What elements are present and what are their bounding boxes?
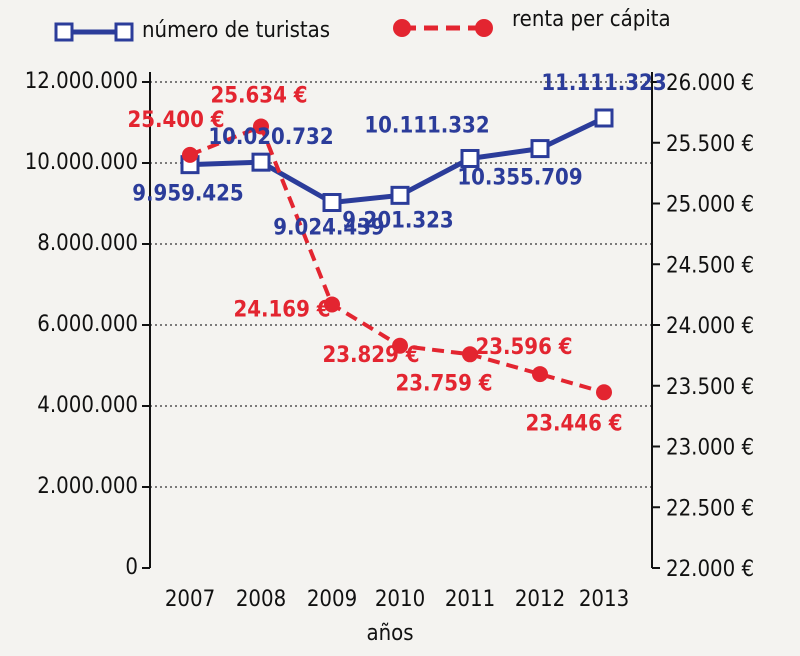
renta-data-label: 23.829 € bbox=[322, 343, 419, 368]
renta-marker bbox=[596, 384, 612, 401]
left-tick-label: 6.000.000 bbox=[37, 312, 138, 337]
axes bbox=[149, 72, 653, 568]
x-tick-label: 2008 bbox=[236, 587, 286, 612]
right-tick-label: 22.000 € bbox=[666, 557, 754, 582]
data-labels-turistas: 9.959.42510.020.7329.024.4399.201.32310.… bbox=[132, 71, 666, 241]
right-tick-label: 22.500 € bbox=[666, 496, 754, 521]
turistas-data-label: 9.959.425 bbox=[132, 182, 243, 207]
x-axis-ticks: 2007 2008 2009 2010 2011 2012 2013 bbox=[165, 587, 629, 612]
renta-marker bbox=[182, 146, 198, 163]
turistas-marker bbox=[594, 108, 614, 128]
legend-renta-marker bbox=[475, 19, 493, 37]
turistas-data-label: 10.020.732 bbox=[208, 125, 333, 150]
x-tick-label: 2011 bbox=[445, 587, 495, 612]
turistas-marker bbox=[251, 152, 271, 172]
renta-data-label: 25.400 € bbox=[127, 108, 224, 133]
gridlines bbox=[150, 81, 652, 488]
series-numero-de-turistas bbox=[180, 108, 614, 213]
left-tick-label: 0 bbox=[125, 555, 138, 580]
x-tick-label: 2007 bbox=[165, 587, 215, 612]
renta-marker bbox=[324, 296, 340, 313]
left-tick-label: 4.000.000 bbox=[37, 393, 138, 418]
right-tick-label: 25.000 € bbox=[666, 193, 754, 218]
data-labels-renta: 25.400 €25.634 € 24.169 € 23.829 € 23.759 €… bbox=[127, 83, 622, 436]
renta-data-label: 25.634 € bbox=[210, 83, 307, 108]
turistas-data-label: 9.201.323 bbox=[342, 208, 453, 233]
turistas-marker bbox=[530, 139, 550, 159]
x-tick-label: 2012 bbox=[515, 587, 565, 612]
right-tick-label: 23.000 € bbox=[666, 436, 754, 461]
left-tick-label: 8.000.000 bbox=[37, 231, 138, 256]
renta-marker bbox=[532, 366, 548, 383]
left-axis-ticks: 0 2.000.000 4.000.000 6.000.000 8.000.000 10.… bbox=[25, 69, 150, 580]
renta-data-label: 23.446 € bbox=[525, 411, 622, 436]
renta-marker bbox=[462, 346, 478, 363]
left-tick-label: 10.000.000 bbox=[25, 150, 138, 175]
renta-data-label: 23.759 € bbox=[395, 371, 492, 396]
right-tick-label: 26.000 € bbox=[666, 71, 754, 96]
x-axis-title: años bbox=[366, 621, 413, 646]
turistas-marker bbox=[390, 185, 410, 205]
legend-renta-label: renta per cápita bbox=[512, 7, 671, 32]
turistas-data-label: 9.024.439 bbox=[273, 216, 384, 241]
right-tick-label: 23.500 € bbox=[666, 375, 754, 400]
legend: número de turistas renta per cápita bbox=[54, 7, 671, 43]
turistas-data-label: 10.111.332 bbox=[364, 113, 489, 138]
x-tick-label: 2010 bbox=[375, 587, 425, 612]
renta-marker bbox=[392, 337, 408, 354]
renta-data-label: 23.596 € bbox=[475, 335, 572, 360]
right-tick-label: 24.500 € bbox=[666, 253, 754, 278]
right-tick-label: 25.500 € bbox=[666, 132, 754, 157]
series-renta-per-capita bbox=[182, 118, 612, 401]
renta-marker bbox=[253, 118, 269, 135]
turistas-marker bbox=[460, 148, 480, 168]
left-tick-label: 2.000.000 bbox=[37, 474, 138, 499]
x-tick-label: 2009 bbox=[307, 587, 357, 612]
legend-renta-marker bbox=[393, 19, 411, 37]
turistas-data-label: 10.355.709 bbox=[457, 166, 582, 191]
turistas-marker bbox=[322, 193, 342, 213]
right-tick-label: 24.000 € bbox=[666, 314, 754, 339]
x-tick-label: 2013 bbox=[579, 587, 629, 612]
legend-turistas-label: número de turistas bbox=[142, 18, 330, 43]
left-tick-label: 12.000.000 bbox=[25, 69, 138, 94]
right-axis-ticks: 22.000 € 22.500 € 23.000 € 23.500 € 24.000 €… bbox=[652, 71, 754, 582]
legend-turistas-marker bbox=[114, 22, 134, 42]
turistas-data-label: 11.111.323 bbox=[541, 71, 666, 96]
renta-data-label: 24.169 € bbox=[233, 297, 330, 322]
legend-turistas-marker bbox=[54, 22, 74, 42]
